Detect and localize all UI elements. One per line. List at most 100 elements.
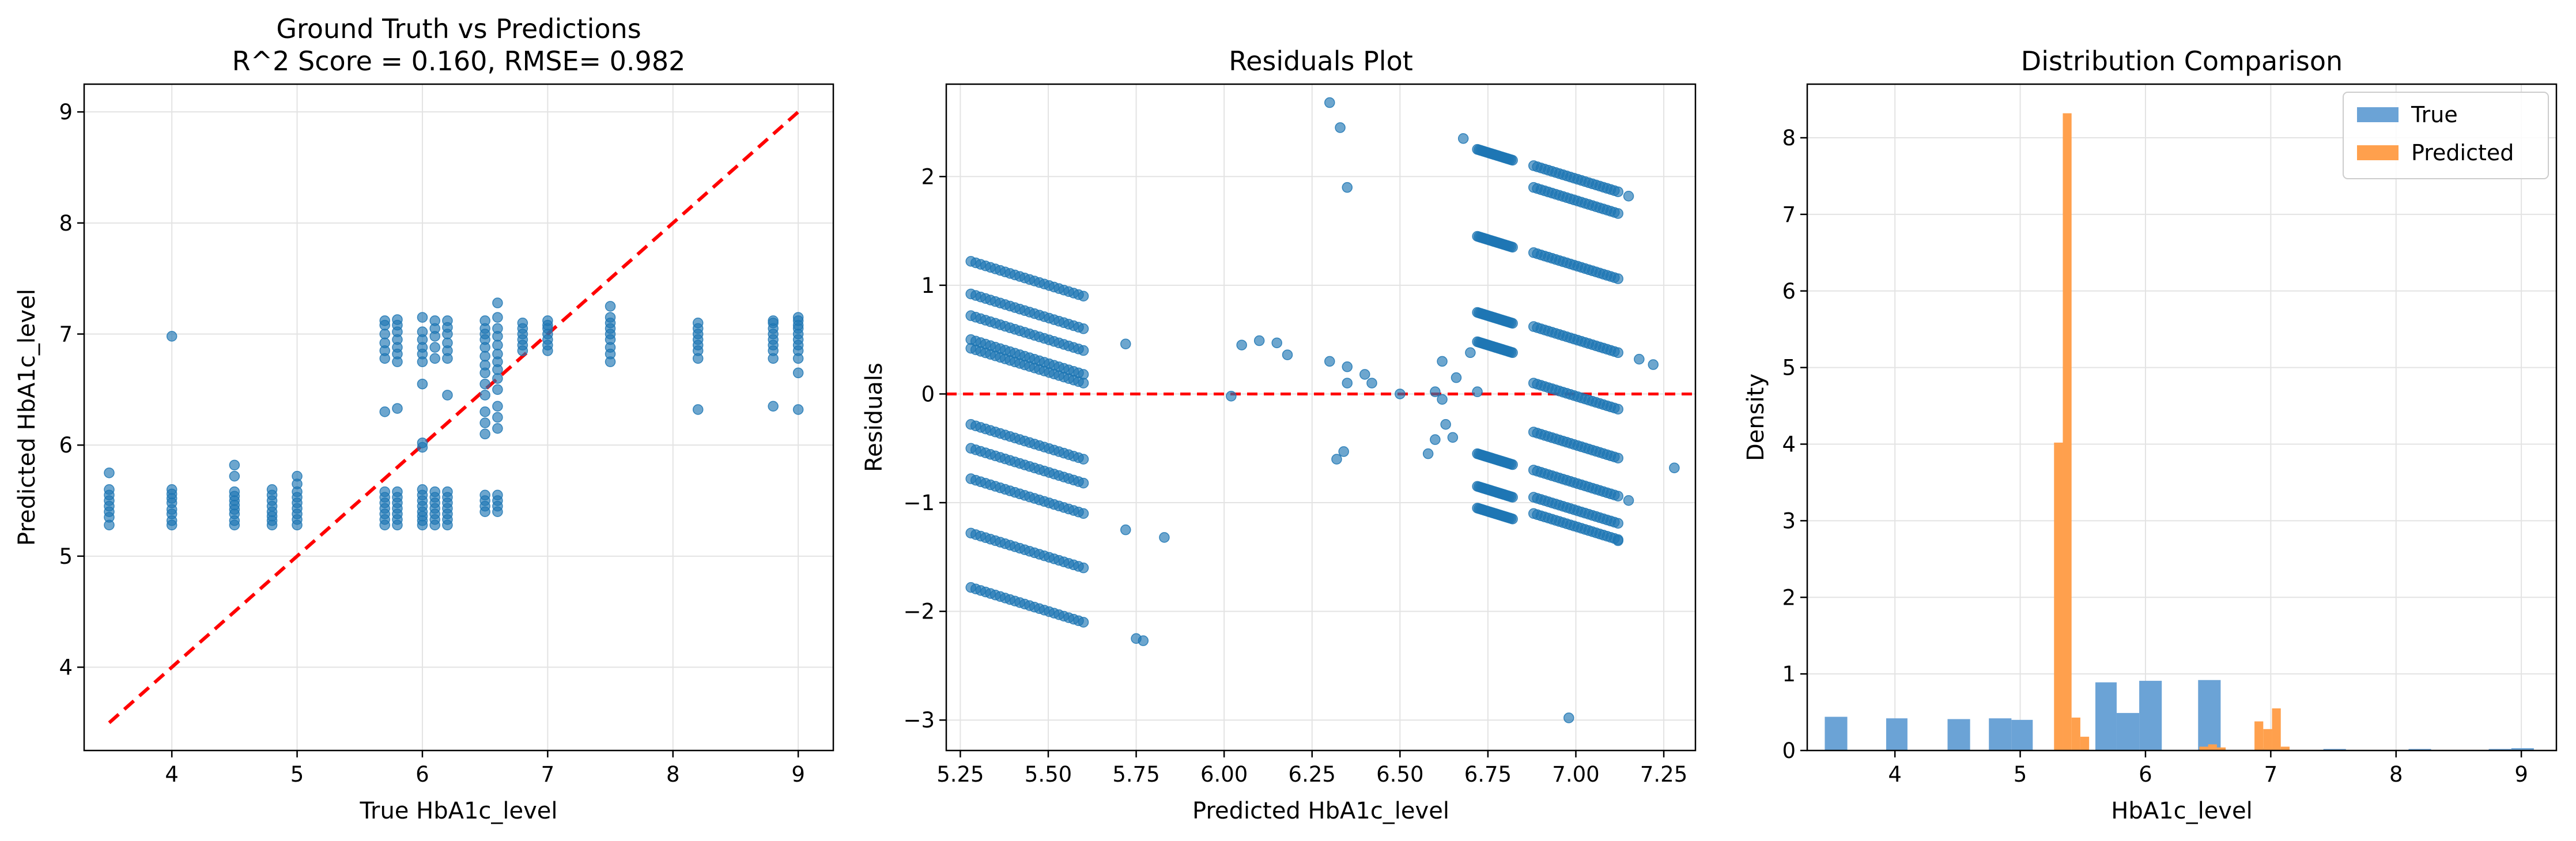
histogram-bar-true [1825,716,1848,751]
data-point [492,423,503,434]
histogram-bar-true [2408,749,2431,751]
y-tick-label: −1 [903,491,935,515]
data-point [492,384,503,395]
data-point [392,403,403,414]
x-tick-label: 5.50 [1025,762,1072,787]
data-point [1507,492,1518,503]
histogram-bar-predicted [2272,708,2281,751]
data-point [768,315,779,326]
chart-title: Distribution Comparison [2021,46,2343,77]
y-axis-ticks: 4 5 6 7 8 9 [59,100,84,680]
data-point [1120,524,1131,535]
data-point [792,312,804,323]
histogram-bar-predicted [2071,717,2080,751]
data-point [429,315,440,326]
data-point [1612,491,1623,501]
panel-residuals: Residuals Plot 5.25 5.50 5.75 6.00 6.25 6.50 6… [861,46,1697,824]
y-tick-label: 0 [1782,738,1796,763]
data-point [1342,361,1353,372]
y-tick-label: 2 [921,164,935,189]
data-point [492,373,503,384]
data-point [1236,340,1247,350]
chart-title: Residuals Plot [1229,46,1413,77]
data-point [1447,432,1459,443]
x-tick-label: 7 [541,762,555,787]
y-tick-label: 4 [1782,432,1796,457]
x-tick-label: 9 [791,762,805,787]
y-tick-label: 9 [59,100,73,125]
data-point [479,406,490,417]
data-point [1507,318,1518,329]
histogram-bar-predicted [2054,442,2063,751]
data-point [1078,454,1089,465]
data-point [1612,403,1623,415]
y-tick-label: 1 [921,273,935,298]
data-point [379,406,390,417]
histogram-bar-true [2011,719,2033,751]
data-point [1324,356,1335,367]
data-point [417,312,428,323]
histogram-bar-predicted [2216,747,2226,751]
y-axis-ticks: −3 −2 −1 0 1 2 [903,164,946,733]
histogram-bar-predicted [2063,113,2072,751]
histogram-bar-true [2511,748,2534,751]
data-point [1440,419,1451,430]
data-point [517,317,528,329]
histogram-bar-true [2488,749,2511,751]
data-point [1078,562,1089,574]
x-tick-label: 5 [290,762,304,787]
data-point [266,484,278,495]
data-point [1507,154,1518,166]
x-axis-ticks: 4 5 6 7 8 9 [1888,751,2528,787]
y-tick-label: 5 [59,544,73,569]
data-point [479,315,490,326]
data-point [768,401,779,412]
data-point [1507,347,1518,359]
x-axis-ticks: 5.25 5.50 5.75 6.00 6.25 6.50 6.75 7.00 7.25 [936,751,1687,787]
data-point [1430,434,1441,445]
histogram-bar-predicted [2199,746,2208,751]
data-point [1078,345,1089,356]
data-point [492,297,503,308]
data-point [417,378,428,390]
data-point [1472,386,1483,397]
data-point [1078,291,1089,301]
data-point [1226,390,1237,402]
histogram-bar-predicted [2208,744,2217,751]
data-point [692,404,704,415]
x-axis-label: HbA1c_level [2111,798,2252,824]
x-axis-label: Predicted HbA1c_level [1192,798,1449,824]
x-tick-label: 4 [165,762,179,787]
data-point [1457,133,1469,144]
x-tick-label: 6 [2139,762,2152,787]
data-point [429,342,440,353]
data-point [1342,378,1353,389]
x-tick-label: 6.25 [1289,762,1336,787]
panel-distribution: Distribution Comparison 4 5 6 7 8 9 0 1 2 3 4 5 6 7 8… [1743,46,2558,824]
legend-label-predicted: Predicted [2411,140,2514,165]
plot-area-frame [1806,83,2558,752]
data-points [965,97,1680,723]
x-axis-label: True HbA1c_level [359,798,557,824]
data-point [1437,356,1448,367]
y-axis-label: Residuals [861,363,887,472]
data-point [166,331,177,342]
x-tick-label: 7 [2264,762,2278,787]
data-point [1451,372,1462,383]
histogram-bar-true [1989,718,2012,751]
data-point [792,404,804,415]
data-point [1078,378,1089,389]
data-point [1324,97,1335,108]
x-tick-label: 4 [1888,762,1902,787]
data-point [1271,337,1282,349]
data-point [379,315,390,326]
y-tick-label: 6 [1782,279,1796,304]
y-tick-label: 0 [921,382,935,406]
data-point [442,315,453,326]
y-tick-label: −2 [903,599,935,624]
histogram-bar-true [2198,680,2221,751]
y-tick-label: 8 [59,211,73,236]
histogram-bar-true [1947,719,1970,751]
data-point [229,470,240,482]
data-point [1563,712,1574,723]
